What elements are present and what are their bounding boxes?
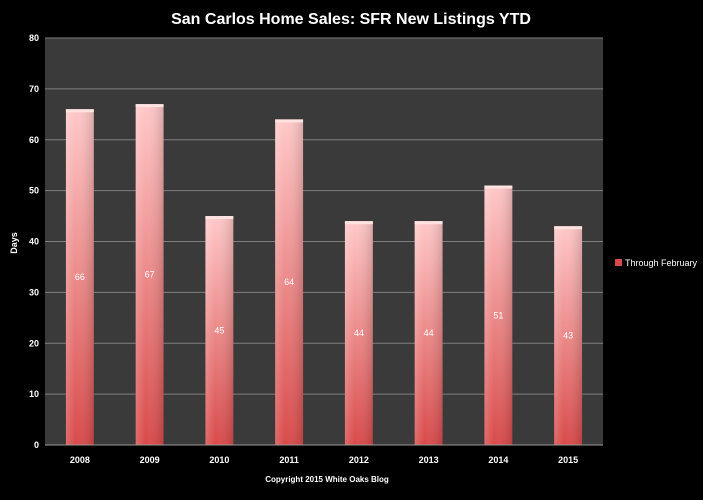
bar-shade bbox=[414, 221, 443, 445]
y-tick-label: 40 bbox=[29, 237, 39, 247]
legend-label: Through February bbox=[625, 258, 698, 268]
bar-shade bbox=[135, 104, 164, 445]
data-label: 51 bbox=[493, 310, 503, 320]
data-label: 43 bbox=[563, 331, 573, 341]
bar-shade bbox=[275, 119, 304, 446]
legend: Through February bbox=[615, 258, 698, 268]
x-tick-label: 2011 bbox=[279, 455, 299, 465]
x-tick-label: 2014 bbox=[488, 455, 508, 465]
x-tick-label: 2008 bbox=[70, 455, 90, 465]
y-tick-label: 60 bbox=[29, 135, 39, 145]
bar-cap bbox=[205, 216, 234, 220]
y-tick-label: 80 bbox=[29, 33, 39, 43]
y-tick-label: 50 bbox=[29, 186, 39, 196]
chart-title: San Carlos Home Sales: SFR New Listings … bbox=[171, 11, 531, 28]
data-label: 66 bbox=[75, 272, 85, 282]
y-tick-label: 30 bbox=[29, 287, 39, 297]
bar-shade bbox=[344, 221, 373, 445]
bars: 66 67 45 64 44 44 51 43 bbox=[65, 104, 583, 446]
bar-shade bbox=[484, 185, 513, 445]
bar-cap bbox=[344, 221, 373, 225]
bar-cap bbox=[484, 185, 513, 189]
data-label: 44 bbox=[424, 328, 434, 338]
copyright-footer: Copyright 2015 White Oaks Blog bbox=[265, 475, 389, 484]
bar-cap bbox=[65, 109, 94, 113]
x-axis-ticks: 2008 2009 2010 2011 2012 2013 2014 2015 bbox=[70, 455, 578, 465]
x-tick-label: 2009 bbox=[140, 455, 160, 465]
y-axis-ticks: 0 10 20 30 40 50 60 70 80 bbox=[29, 33, 39, 450]
y-axis-label: Days bbox=[9, 232, 19, 254]
bar-cap bbox=[275, 119, 304, 123]
x-tick-label: 2013 bbox=[419, 455, 439, 465]
bar-shade bbox=[65, 109, 94, 445]
data-label: 64 bbox=[284, 277, 294, 287]
bar-shade bbox=[554, 226, 583, 445]
x-tick-label: 2015 bbox=[558, 455, 578, 465]
y-tick-label: 10 bbox=[29, 389, 39, 399]
data-label: 45 bbox=[214, 326, 224, 336]
y-tick-label: 0 bbox=[34, 440, 39, 450]
data-label: 67 bbox=[145, 270, 155, 280]
x-tick-label: 2012 bbox=[349, 455, 369, 465]
bar-cap bbox=[554, 226, 583, 230]
x-tick-label: 2010 bbox=[209, 455, 229, 465]
bar-cap bbox=[135, 104, 164, 108]
bar-cap bbox=[414, 221, 443, 225]
y-tick-label: 70 bbox=[29, 84, 39, 94]
y-tick-label: 20 bbox=[29, 338, 39, 348]
legend-swatch bbox=[615, 259, 622, 266]
data-label: 44 bbox=[354, 328, 364, 338]
bar-shade bbox=[205, 216, 234, 445]
